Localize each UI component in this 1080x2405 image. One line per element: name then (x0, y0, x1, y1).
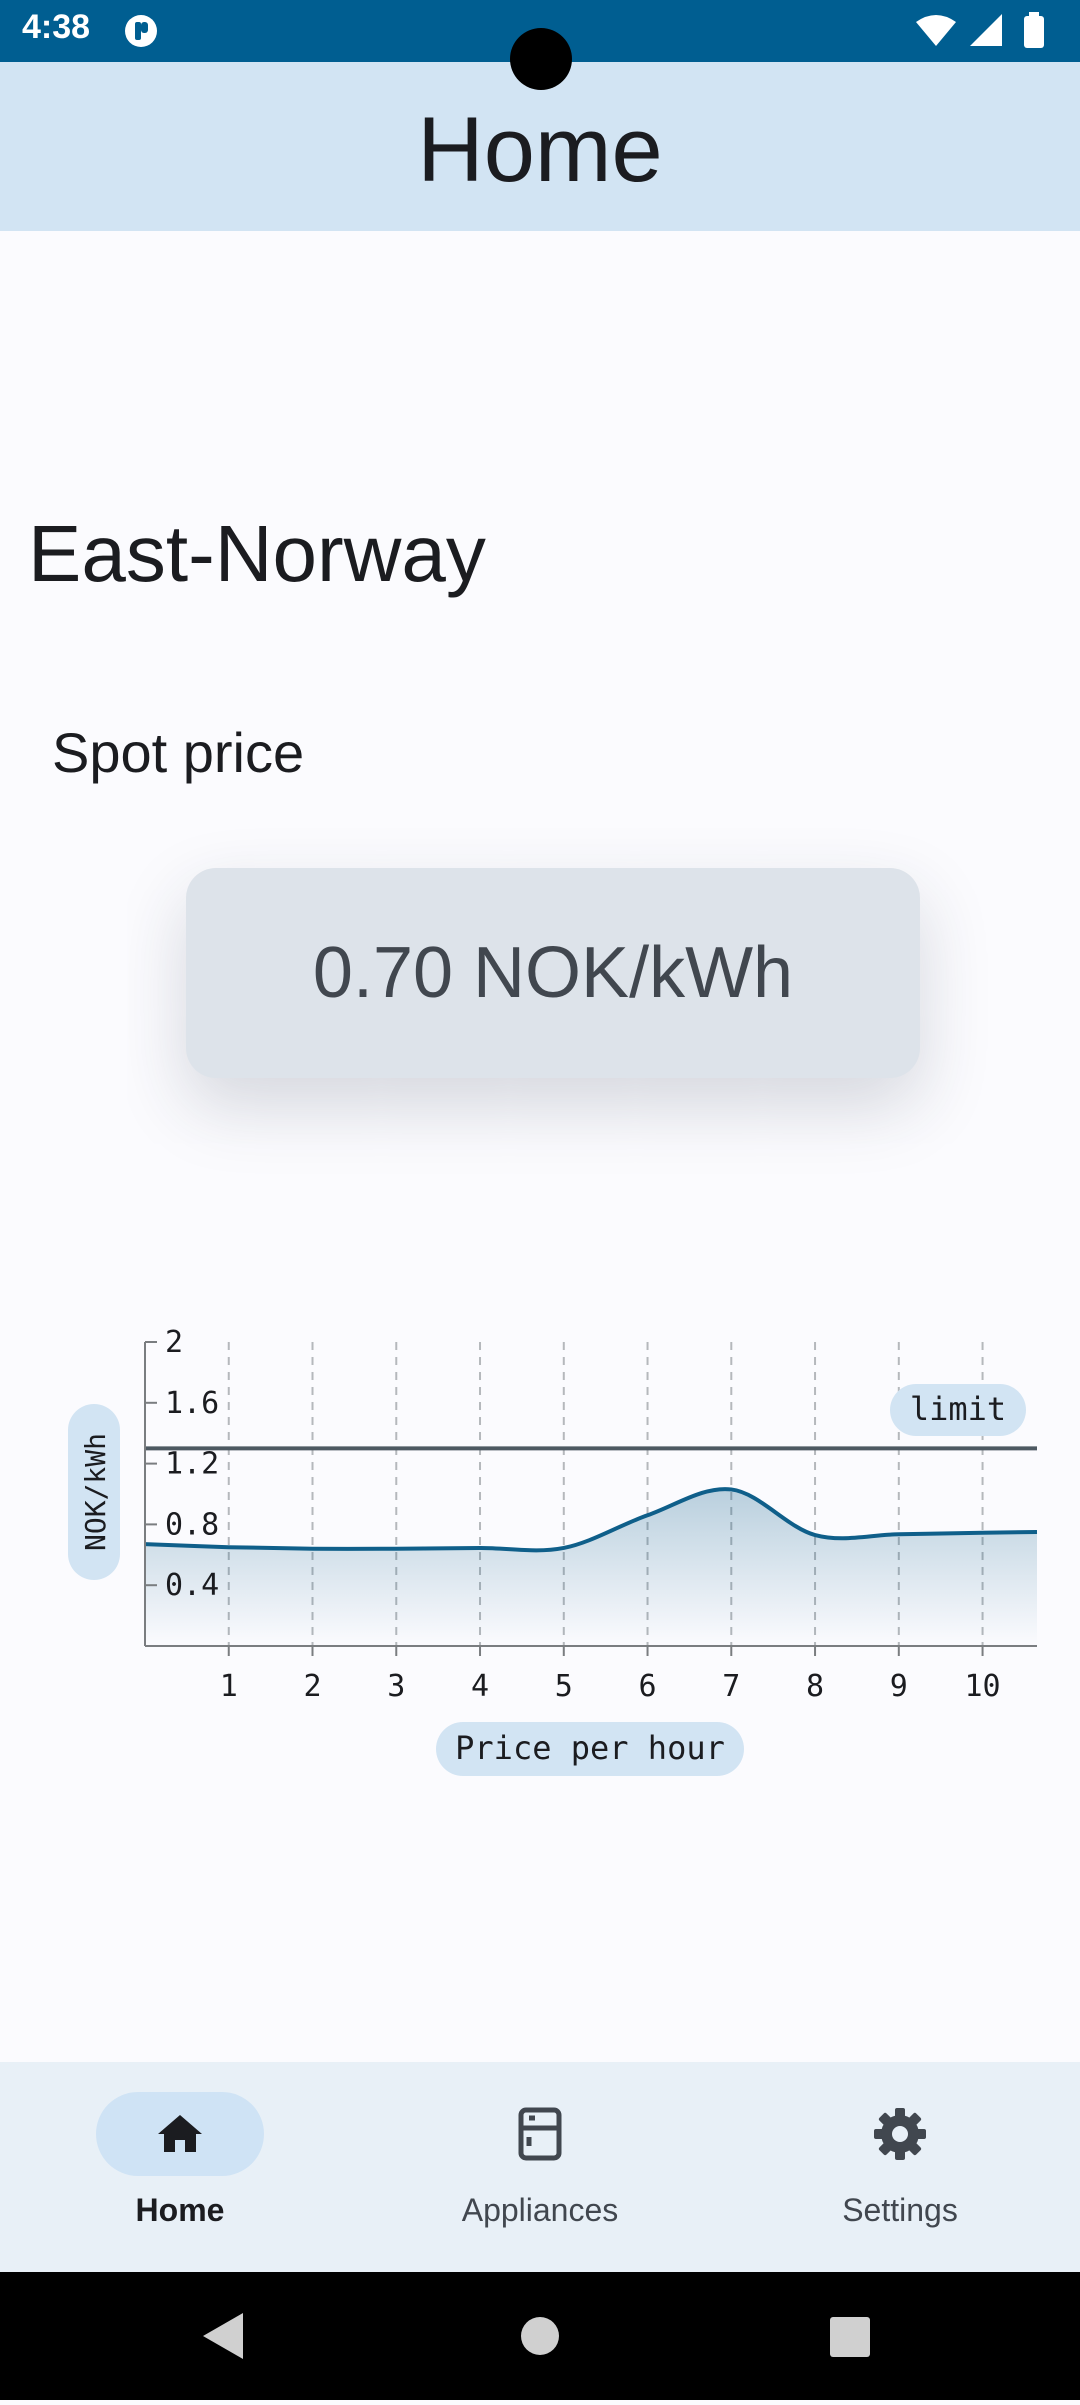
x-tick-label: 7 (722, 1669, 740, 1704)
x-tick-label: 4 (471, 1669, 489, 1704)
price-line (144, 1487, 1038, 1553)
x-ticks: 1 2 3 4 5 6 7 8 9 10 (220, 1669, 1001, 1704)
spot-price-value: 0.70 NOK/kWh (312, 933, 794, 1013)
chart-axes (144, 1341, 1037, 1656)
camera-cutout (510, 28, 572, 90)
gear-icon (874, 2108, 926, 2160)
appliance-icon (518, 2107, 562, 2161)
wifi-icon (916, 15, 956, 46)
back-icon[interactable] (203, 2313, 243, 2359)
nav-item-appliances[interactable]: Appliances (360, 2062, 720, 2272)
y-tick-label: 0.8 (165, 1507, 219, 1542)
x-tick-label: 1 (220, 1669, 238, 1704)
x-tick-label: 5 (555, 1669, 573, 1704)
x-tick-label: 6 (639, 1669, 657, 1704)
region-title: East-Norway (28, 509, 486, 598)
y-axis-label-chip: NOK/kWh (68, 1404, 120, 1580)
chart-grid (227, 1342, 984, 1646)
home-circle-icon[interactable] (521, 2317, 559, 2355)
price-chart: 0.4 0.8 1.2 1.6 2 1 2 3 4 5 6 7 8 9 10 limit Price pe… (68, 1325, 1038, 1776)
page-title: Home (417, 99, 663, 201)
home-icon (158, 2115, 202, 2152)
status-time: 4:38 (22, 8, 91, 46)
x-axis-label: Price per hour (455, 1729, 725, 1767)
x-tick-label: 8 (806, 1669, 824, 1704)
top-app-bar: Home (0, 62, 1080, 231)
limit-label-chip: limit (890, 1384, 1026, 1436)
y-tick-label: 0.4 (165, 1568, 219, 1603)
nav-item-settings[interactable]: Settings (720, 2062, 1080, 2272)
y-tick-label: 1.6 (165, 1386, 219, 1421)
limit-label: limit (910, 1390, 1006, 1428)
y-ticks: 0.4 0.8 1.2 1.6 2 (165, 1325, 219, 1603)
x-tick-label: 2 (303, 1669, 321, 1704)
app-notification-icon (125, 15, 157, 47)
y-tick-label: 2 (165, 1325, 183, 1360)
nav-label-appliances: Appliances (461, 2192, 619, 2228)
recents-icon[interactable] (830, 2317, 870, 2357)
x-tick-label: 3 (387, 1669, 405, 1704)
battery-icon (1024, 16, 1044, 48)
price-area (145, 1489, 1037, 1646)
y-axis-label: NOK/kWh (79, 1433, 112, 1551)
spot-price-card: 0.70 NOK/kWh (186, 868, 920, 1078)
x-axis-label-chip: Price per hour (436, 1722, 744, 1776)
nav-item-home[interactable]: Home (0, 2062, 360, 2272)
y-tick-label: 1.2 (165, 1447, 219, 1482)
status-icons (916, 12, 1044, 48)
x-tick-label: 9 (890, 1669, 908, 1704)
nav-label-home: Home (135, 2192, 225, 2228)
system-navigation-bar (0, 2272, 1080, 2400)
nav-label-settings: Settings (842, 2192, 958, 2228)
bottom-navigation: Home Appliances Settings (0, 2062, 1080, 2272)
x-tick-label: 10 (964, 1669, 1000, 1704)
spot-price-label: Spot price (52, 721, 305, 784)
signal-icon (970, 14, 1002, 46)
